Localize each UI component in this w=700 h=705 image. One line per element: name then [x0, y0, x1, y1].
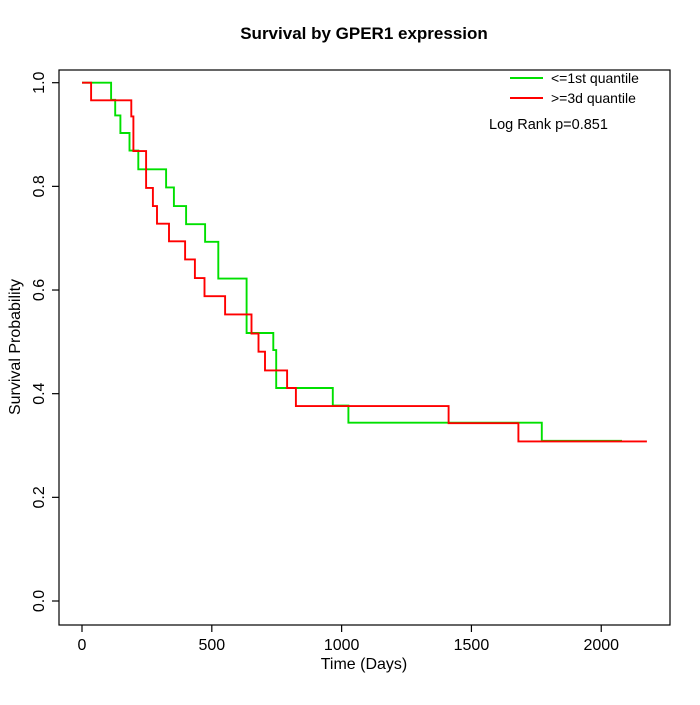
x-tick-label: 2000 [583, 637, 619, 654]
y-tick-label: 0.2 [31, 486, 48, 508]
plot-title: Survival by GPER1 expression [240, 24, 488, 43]
y-tick-label: 0.0 [31, 590, 48, 612]
survival-curves [82, 81, 647, 443]
y-axis-label: Survival Probability [7, 279, 24, 415]
legend: <=1st quantile >=3d quantile Log Rank p=… [489, 70, 639, 133]
y-tick-label: 0.8 [31, 175, 48, 197]
axis-ticks: 0 500 1000 1500 2000 0.0 0.2 0.4 0.6 0.8 1.0 [31, 71, 619, 654]
y-tick-label: 1.0 [31, 71, 48, 93]
y-tick-label: 0.6 [31, 279, 48, 301]
y-tick-label: 0.4 [31, 382, 48, 404]
x-tick-label: 500 [198, 637, 225, 654]
legend-label-green: <=1st quantile [551, 70, 639, 86]
x-tick-label: 1000 [324, 637, 360, 654]
survival-curve-green [82, 81, 622, 442]
logrank-annotation: Log Rank p=0.851 [489, 117, 608, 133]
x-tick-label: 0 [78, 637, 87, 654]
legend-label-red: >=3d quantile [551, 90, 636, 106]
survival-curve-red [82, 81, 647, 443]
x-tick-label: 1500 [454, 637, 490, 654]
plot-box [58, 69, 671, 626]
x-axis-label: Time (Days) [321, 656, 408, 673]
